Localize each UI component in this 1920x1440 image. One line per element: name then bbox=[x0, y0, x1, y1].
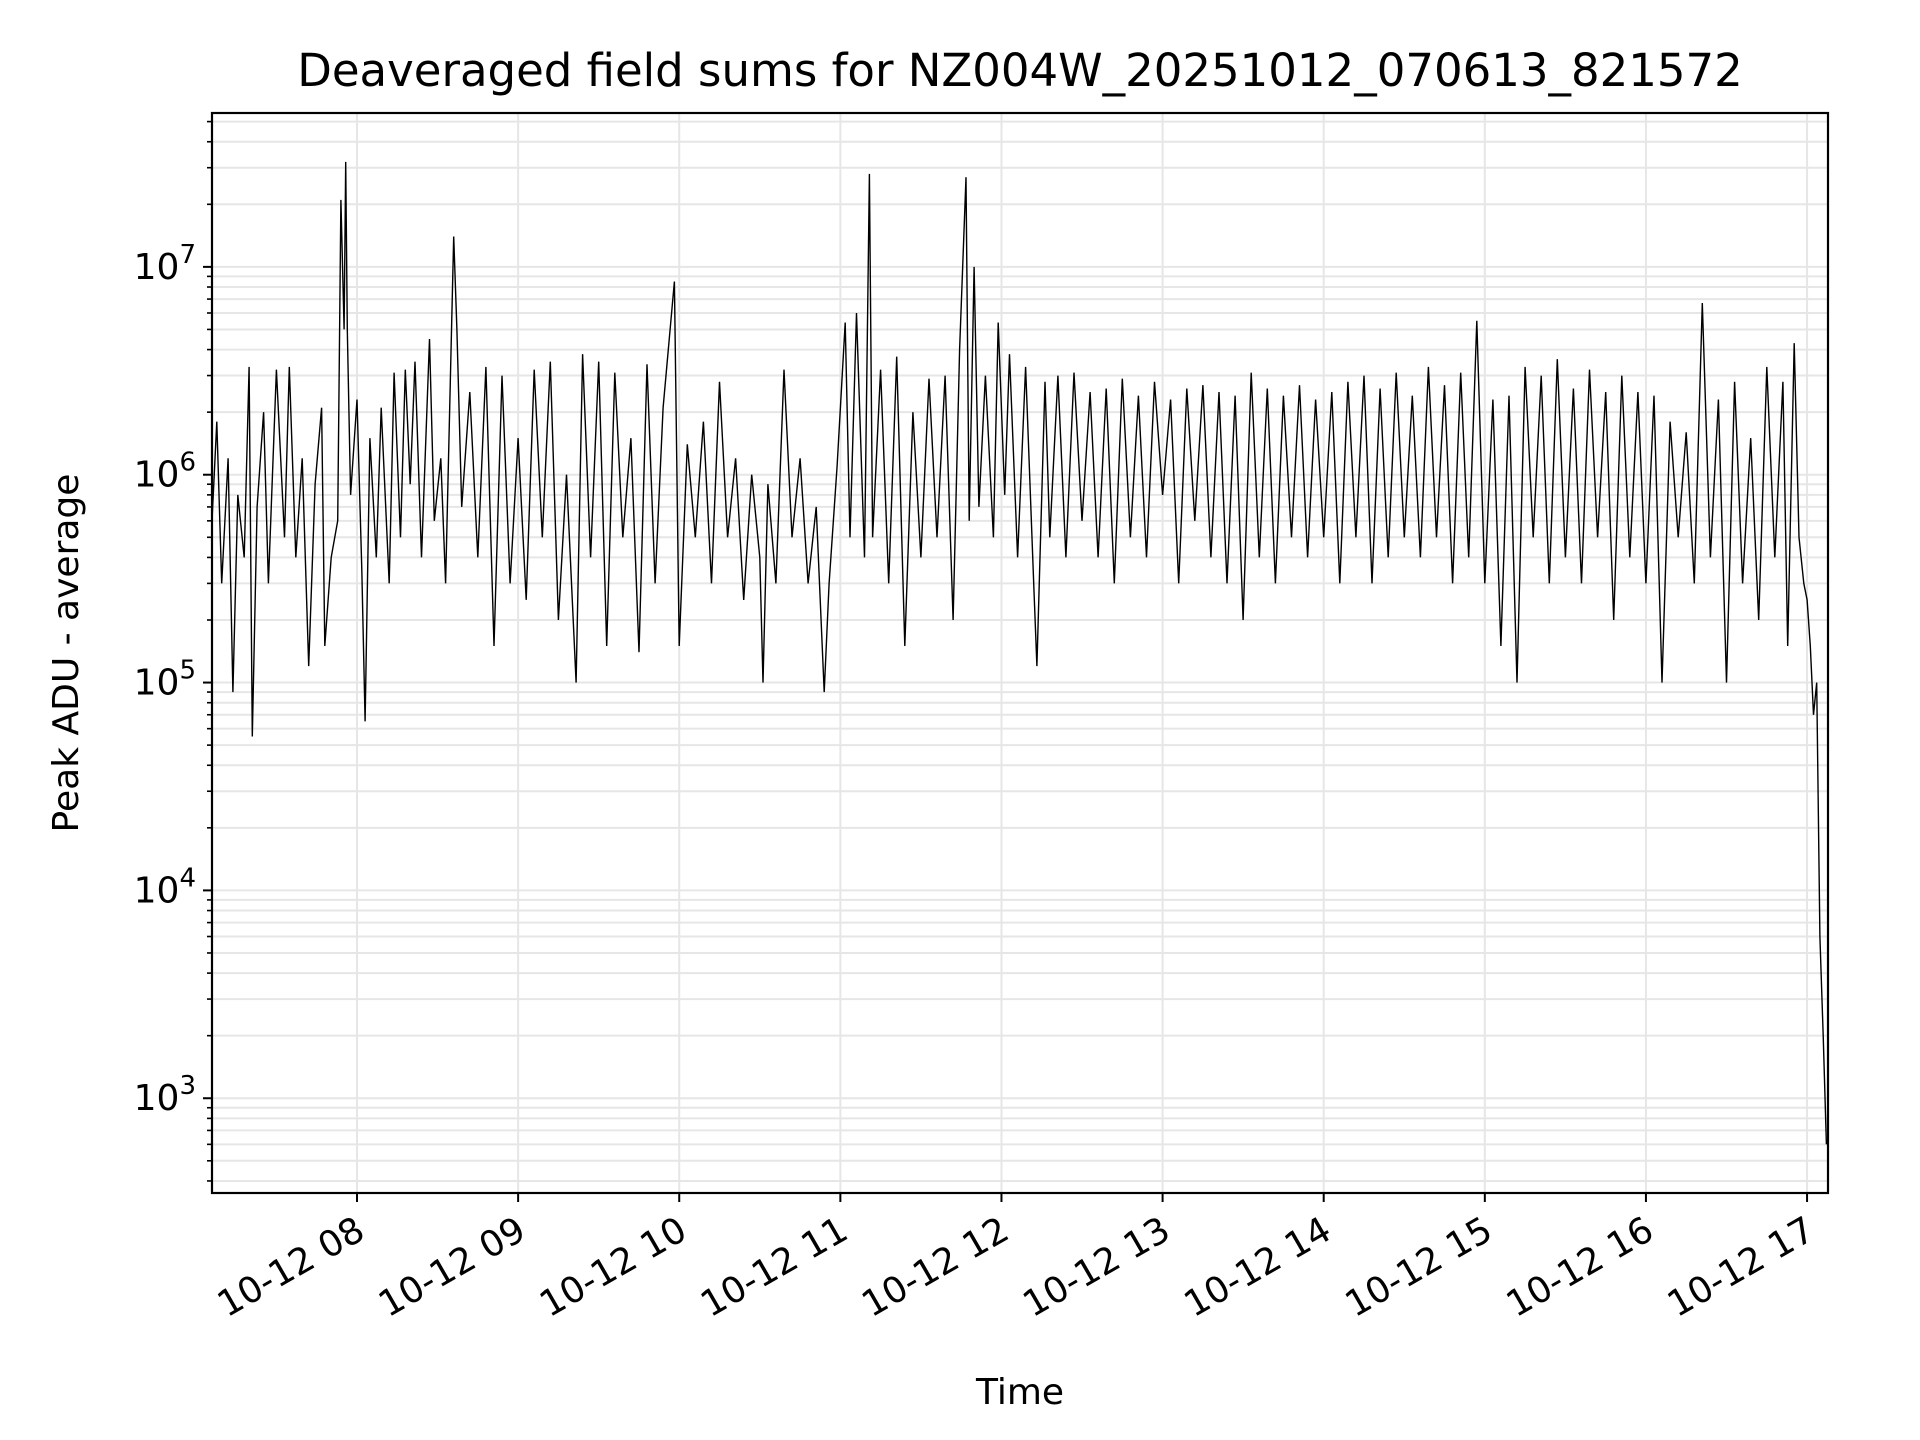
data-series-line bbox=[211, 161, 1828, 1145]
y-tick-label: 105 bbox=[134, 656, 196, 704]
plot-area bbox=[211, 161, 1828, 1145]
axes-frame bbox=[210, 111, 1830, 1195]
grid bbox=[212, 113, 1828, 1193]
x-axis-label: Time bbox=[975, 1372, 1064, 1413]
chart-title: Deaveraged field sums for NZ004W_2025101… bbox=[297, 44, 1743, 97]
y-axis-label: Peak ADU - average bbox=[46, 474, 87, 833]
y-tick-label: 103 bbox=[134, 1071, 196, 1119]
y-tick-label: 107 bbox=[134, 240, 196, 288]
y-tick-label: 104 bbox=[134, 863, 196, 911]
y-tick-label: 106 bbox=[134, 448, 196, 496]
